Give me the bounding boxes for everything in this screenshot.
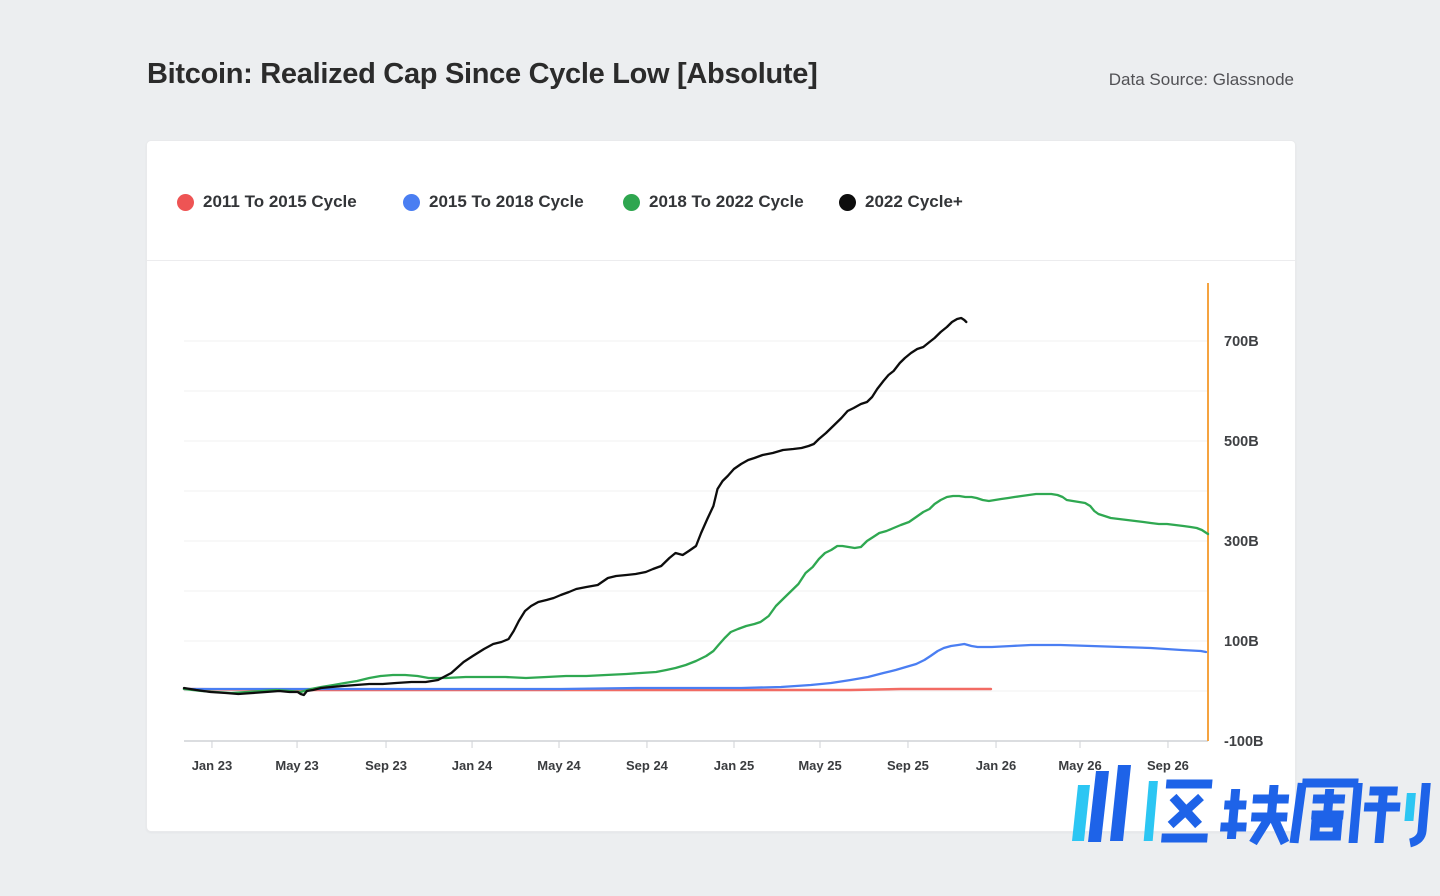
series-lines [182,316,1210,697]
svg-text:Sep 26: Sep 26 [1147,758,1189,773]
legend-label: 2022 Cycle+ [865,192,963,211]
series-line [182,492,1210,695]
legend-label: 2018 To 2022 Cycle [649,192,804,211]
svg-text:Jan 25: Jan 25 [714,758,754,773]
svg-text:Jan 26: Jan 26 [976,758,1016,773]
x-axis: Jan 23 May 23 Sep 23 Jan 24 May 24 Sep 24 Jan … [184,740,1208,773]
series-line [182,642,1208,691]
legend-dot-green [623,193,640,211]
svg-text:Jan 23: Jan 23 [192,758,232,773]
svg-text:May 23: May 23 [275,758,318,773]
page-title: Bitcoin: Realized Cap Since Cycle Low [A… [147,58,818,90]
legend-item-2018-2022[interactable]: 2018 To 2022 Cycle [623,192,804,212]
series-line [182,316,968,697]
legend-dot-black [839,193,856,211]
gridlines [184,340,1208,742]
legend-item-2015-2018[interactable]: 2015 To 2018 Cycle [403,192,584,212]
legend-label: 2011 To 2015 Cycle [203,192,357,211]
svg-text:700B: 700B [1224,334,1259,350]
svg-text:100B: 100B [1224,634,1259,650]
svg-text:-100B: -100B [1224,734,1264,750]
svg-text:Sep 25: Sep 25 [887,758,929,773]
svg-text:May 26: May 26 [1058,758,1101,773]
chart-card: 2011 To 2015 Cycle 2015 To 2018 Cycle 20… [146,140,1296,832]
legend-item-2011-2015[interactable]: 2011 To 2015 Cycle [177,192,357,212]
svg-text:May 24: May 24 [537,758,581,773]
y-axis-labels: 700B 500B 300B 100B -100B [1224,334,1264,750]
svg-text:Sep 23: Sep 23 [365,758,407,773]
svg-text:Sep 24: Sep 24 [626,758,669,773]
svg-text:Jan 24: Jan 24 [452,758,493,773]
data-source-label: Data Source: Glassnode [1108,70,1294,89]
chart-plot-area[interactable]: Jan 23 May 23 Sep 23 Jan 24 May 24 Sep 24 Jan … [147,261,1295,831]
svg-text:May 25: May 25 [798,758,841,773]
svg-text:500B: 500B [1224,434,1259,450]
legend-label: 2015 To 2018 Cycle [429,192,584,211]
legend-divider [147,260,1295,261]
legend-dot-red [177,193,194,211]
legend-item-2022-plus[interactable]: 2022 Cycle+ [839,192,963,212]
legend-dot-blue [403,193,420,211]
svg-text:300B: 300B [1224,534,1259,550]
